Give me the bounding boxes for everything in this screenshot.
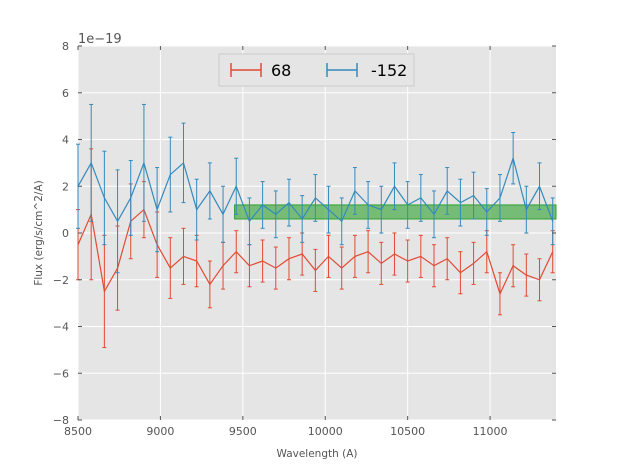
legend-item-68: 68 [230,61,291,80]
y-offset-label: 1e−19 [78,32,122,47]
y-tick-label-6: 4 [62,134,69,147]
y-tick-label-4: 0 [62,227,69,240]
x-tick-label-3: 10000 [308,425,343,438]
grid [77,45,556,421]
y-tick-label-2: −4 [53,321,69,334]
legend-item-minus152: -152 [326,61,407,80]
band-layer [234,204,557,220]
y-tick-label-5: 2 [62,180,69,193]
x-axis-label: Wavelength (A) [276,448,357,460]
y-axis-label: Flux (erg/s/cm^2/A) [33,180,45,285]
legend-label-minus152: -152 [371,61,407,80]
legend-label-68: 68 [271,61,291,80]
legend: 68 -152 [218,53,415,87]
x-tick-label-1: 9000 [146,425,174,438]
y-tick-label-0: −8 [53,414,69,427]
x-tick-label-2: 9500 [229,425,257,438]
x-tick-label-5: 11000 [473,425,508,438]
series-layer [76,103,555,349]
x-tick-label-4: 10500 [390,425,425,438]
y-tick-label-3: −2 [53,274,69,287]
y-tick-label-1: −6 [53,367,69,380]
y-tick-label-8: 8 [62,40,69,53]
x-tick-label-0: 8500 [64,425,92,438]
fit-band [234,204,557,220]
y-tick-label-7: 6 [62,87,69,100]
